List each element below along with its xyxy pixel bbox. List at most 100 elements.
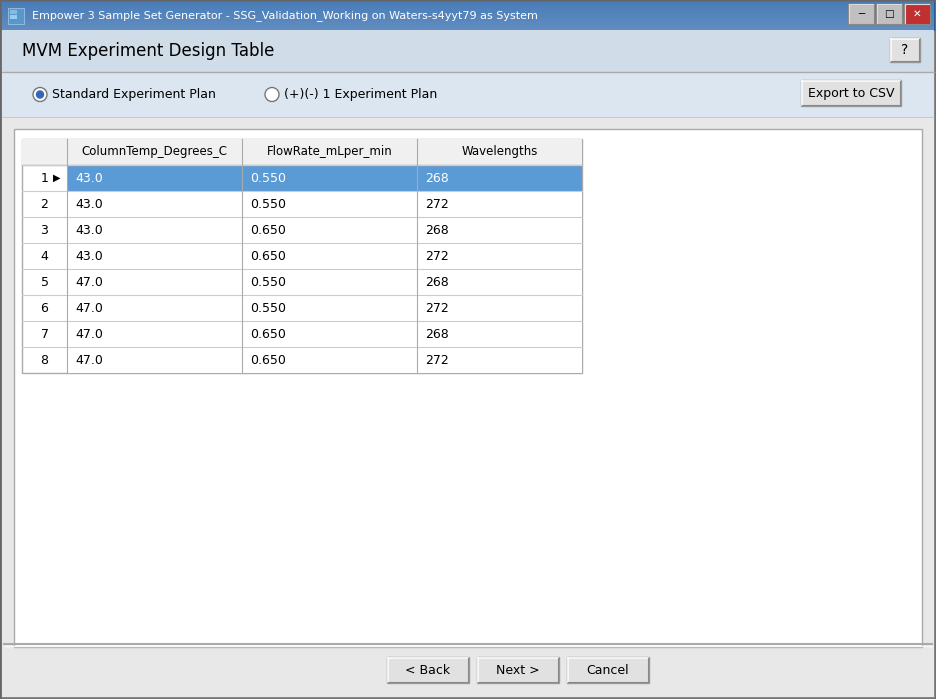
- Text: FlowRate_mLper_min: FlowRate_mLper_min: [267, 145, 392, 159]
- Text: Cancel: Cancel: [587, 663, 629, 677]
- Bar: [2, 5, 934, 6]
- Text: 5: 5: [40, 275, 49, 289]
- Bar: [67, 269, 582, 295]
- Text: ?: ?: [901, 43, 909, 57]
- Bar: [22, 139, 582, 373]
- Text: 268: 268: [425, 224, 448, 236]
- Text: Wavelengths: Wavelengths: [461, 145, 537, 159]
- Bar: [2, 2, 934, 3]
- Bar: [2, 15, 934, 16]
- Text: 3: 3: [40, 224, 49, 236]
- Bar: [2, 30, 934, 72]
- Bar: [2, 20, 934, 21]
- Text: 43.0: 43.0: [75, 250, 103, 263]
- Text: 8: 8: [40, 354, 49, 366]
- Bar: [2, 13, 934, 14]
- Bar: [801, 80, 901, 106]
- Text: Next >: Next >: [496, 663, 540, 677]
- Text: □: □: [885, 9, 894, 19]
- Text: 268: 268: [425, 328, 448, 340]
- Bar: [2, 7, 934, 8]
- Bar: [2, 3, 934, 4]
- Circle shape: [33, 87, 47, 101]
- Text: 43.0: 43.0: [75, 224, 103, 236]
- Text: 0.650: 0.650: [250, 354, 285, 366]
- Text: MVM Experiment Design Table: MVM Experiment Design Table: [22, 42, 274, 60]
- Text: 0.550: 0.550: [250, 171, 286, 185]
- Bar: [2, 16, 934, 17]
- Text: 0.650: 0.650: [250, 250, 285, 263]
- Bar: [2, 18, 934, 19]
- Bar: [2, 22, 934, 23]
- Circle shape: [37, 91, 43, 98]
- Text: 4: 4: [40, 250, 49, 263]
- Bar: [2, 26, 934, 27]
- Bar: [67, 191, 582, 217]
- Bar: [2, 14, 934, 15]
- Text: 0.650: 0.650: [250, 224, 285, 236]
- Bar: [2, 11, 934, 12]
- Text: 268: 268: [425, 171, 448, 185]
- Bar: [2, 24, 934, 25]
- Text: 272: 272: [425, 250, 448, 263]
- Bar: [2, 2, 934, 30]
- Bar: [2, 72, 934, 117]
- Text: Export to CSV: Export to CSV: [808, 87, 894, 99]
- Bar: [2, 4, 934, 5]
- Text: 47.0: 47.0: [75, 328, 103, 340]
- Bar: [67, 347, 582, 373]
- Bar: [67, 165, 582, 191]
- Text: Standard Experiment Plan: Standard Experiment Plan: [52, 88, 216, 101]
- Text: 1: 1: [40, 171, 49, 185]
- Text: 47.0: 47.0: [75, 275, 103, 289]
- Bar: [2, 10, 934, 11]
- Bar: [387, 657, 469, 683]
- Bar: [2, 9, 934, 10]
- Bar: [2, 27, 934, 28]
- Bar: [2, 17, 934, 18]
- Text: 0.550: 0.550: [250, 275, 286, 289]
- Text: 0.650: 0.650: [250, 328, 285, 340]
- Bar: [2, 23, 934, 24]
- Bar: [477, 657, 559, 683]
- Bar: [2, 29, 934, 30]
- Bar: [8, 8, 24, 24]
- Bar: [2, 8, 934, 9]
- Bar: [67, 243, 582, 269]
- Bar: [890, 38, 920, 62]
- Bar: [904, 4, 930, 24]
- Text: < Back: < Back: [405, 663, 450, 677]
- Text: ✕: ✕: [913, 9, 921, 19]
- Text: ▶: ▶: [53, 173, 61, 183]
- Text: 272: 272: [425, 354, 448, 366]
- Text: ColumnTemp_Degrees_C: ColumnTemp_Degrees_C: [81, 145, 227, 159]
- Text: ─: ─: [858, 9, 864, 19]
- Bar: [2, 19, 934, 20]
- Text: 272: 272: [425, 198, 448, 210]
- Bar: [848, 4, 874, 24]
- Bar: [2, 6, 934, 7]
- Text: (+)(-) 1 Experiment Plan: (+)(-) 1 Experiment Plan: [284, 88, 437, 101]
- Bar: [67, 295, 582, 321]
- Bar: [14, 129, 922, 647]
- Bar: [22, 139, 582, 165]
- Text: 0.550: 0.550: [250, 198, 286, 210]
- Text: 43.0: 43.0: [75, 171, 103, 185]
- Bar: [67, 217, 582, 243]
- Bar: [876, 4, 902, 24]
- Bar: [10, 10, 17, 14]
- Bar: [67, 321, 582, 347]
- Text: 47.0: 47.0: [75, 354, 103, 366]
- Bar: [2, 25, 934, 26]
- Bar: [2, 12, 934, 13]
- Text: 0.550: 0.550: [250, 301, 286, 315]
- Text: 272: 272: [425, 301, 448, 315]
- Text: Empower 3 Sample Set Generator - SSG_Validation_Working on Waters-s4yyt79 as Sys: Empower 3 Sample Set Generator - SSG_Val…: [32, 10, 538, 22]
- Bar: [2, 21, 934, 22]
- Bar: [2, 28, 934, 29]
- Circle shape: [265, 87, 279, 101]
- Bar: [2, 117, 934, 697]
- Text: 43.0: 43.0: [75, 198, 103, 210]
- Text: 7: 7: [40, 328, 49, 340]
- Text: 2: 2: [40, 198, 49, 210]
